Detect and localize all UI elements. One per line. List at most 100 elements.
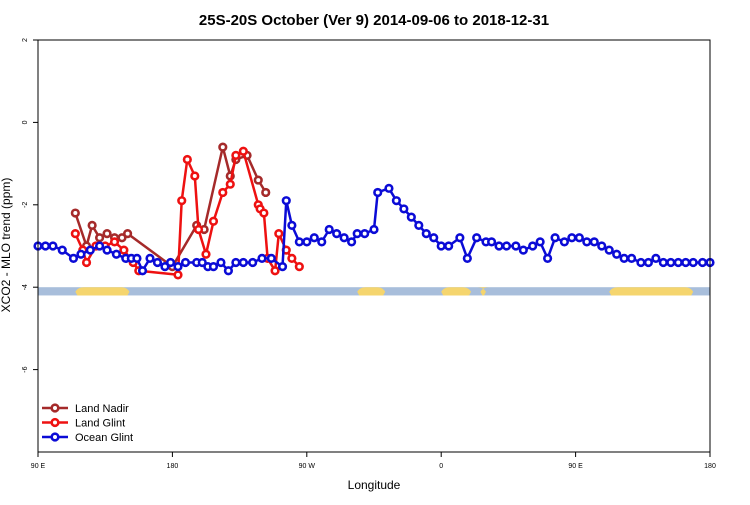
legend-label: Land Glint [75, 418, 125, 430]
data-point [589, 237, 599, 247]
legend: Land Nadir Land Glint Ocean Glint [42, 403, 133, 444]
data-point [223, 266, 233, 276]
data-point [87, 220, 97, 230]
data-point [324, 224, 334, 235]
x-tick-label: 0 [439, 463, 443, 470]
data-point [145, 253, 155, 263]
x-axis-label: Longitude [348, 478, 401, 492]
data-point [218, 187, 228, 198]
data-point [406, 212, 416, 222]
data-point [309, 233, 319, 243]
data-point [582, 237, 592, 247]
data-point [277, 262, 288, 272]
x-tick-label: 180 [704, 463, 716, 470]
data-point [70, 208, 80, 218]
data-point [132, 253, 142, 263]
data-point [339, 233, 349, 243]
data-point [68, 253, 79, 263]
data-point [472, 233, 482, 243]
data-point [317, 237, 327, 247]
data-point [494, 241, 504, 251]
data-point [216, 257, 226, 268]
data-point [673, 257, 683, 268]
land-ocean-band [38, 287, 710, 296]
data-point [294, 237, 304, 247]
land-segment-2 [441, 287, 472, 296]
data-point [76, 249, 86, 259]
data-point [48, 241, 58, 251]
data-point [257, 253, 267, 263]
land-segment-0 [75, 287, 130, 296]
data-point [85, 245, 95, 255]
y-tick-label: -2 [22, 202, 29, 208]
data-point [281, 196, 291, 206]
legend-marker [50, 403, 60, 413]
data-point [266, 253, 276, 263]
data-point [619, 253, 629, 263]
data-point [414, 220, 424, 230]
data-point [384, 183, 394, 193]
data-point [253, 175, 263, 185]
data-point [287, 220, 297, 230]
land-segment-4 [609, 287, 694, 296]
data-point [208, 216, 219, 226]
data-point [40, 241, 51, 251]
data-point [117, 233, 127, 243]
data-point [225, 179, 235, 189]
data-point [270, 266, 280, 276]
data-point [259, 208, 269, 218]
data-point [94, 241, 105, 251]
data-point [177, 196, 187, 206]
data-point [604, 245, 614, 255]
data-point [182, 154, 192, 165]
data-point [612, 249, 622, 259]
y-tick-label: 2 [22, 38, 29, 42]
data-point [636, 257, 646, 268]
data-point [369, 224, 379, 235]
legend-marker [50, 432, 60, 442]
data-point [528, 241, 538, 251]
data-point [94, 233, 105, 243]
data-point [567, 233, 577, 243]
data-point [455, 233, 465, 243]
data-point [550, 233, 560, 243]
y-axis-label: XCO2 - MLO trend (ppm) [0, 178, 13, 313]
land-segment-3 [476, 287, 491, 296]
data-point [248, 257, 258, 268]
data-point [238, 146, 248, 156]
data-point [332, 229, 342, 239]
data-point [57, 245, 67, 255]
data-point [429, 233, 439, 243]
y-tick-label: -4 [22, 284, 29, 290]
data-point [274, 229, 284, 239]
data-point [574, 233, 584, 243]
x-tick-label: 90 W [299, 463, 316, 470]
data-point [518, 245, 528, 255]
data-point [197, 257, 207, 268]
data-point [597, 241, 607, 251]
data-point [208, 262, 219, 272]
data-point [501, 241, 512, 251]
legend-label: Land Nadir [75, 403, 129, 415]
data-point [165, 257, 176, 268]
data-point [111, 249, 121, 259]
legend-label: Ocean Glint [75, 432, 133, 444]
x-tick-label: 90 E [568, 463, 583, 470]
data-point [137, 266, 148, 276]
axes: 90 E 180 90 W 0 90 E 180 2 0 -2 -4 -6 [22, 38, 716, 470]
data-point [651, 253, 661, 263]
data-point [201, 249, 211, 259]
y-tick-label: 0 [22, 120, 29, 124]
data-point [70, 229, 80, 239]
data-point [360, 229, 370, 239]
data-point [559, 237, 570, 247]
land-segment-1 [357, 287, 386, 296]
data-point [643, 257, 654, 268]
data-point [238, 257, 248, 268]
plot-frame [37, 39, 711, 453]
data-point [261, 187, 271, 198]
series-layer [33, 142, 715, 280]
chart-title: 25S-20S October (Ver 9) 2014-09-06 to 20… [199, 12, 549, 29]
